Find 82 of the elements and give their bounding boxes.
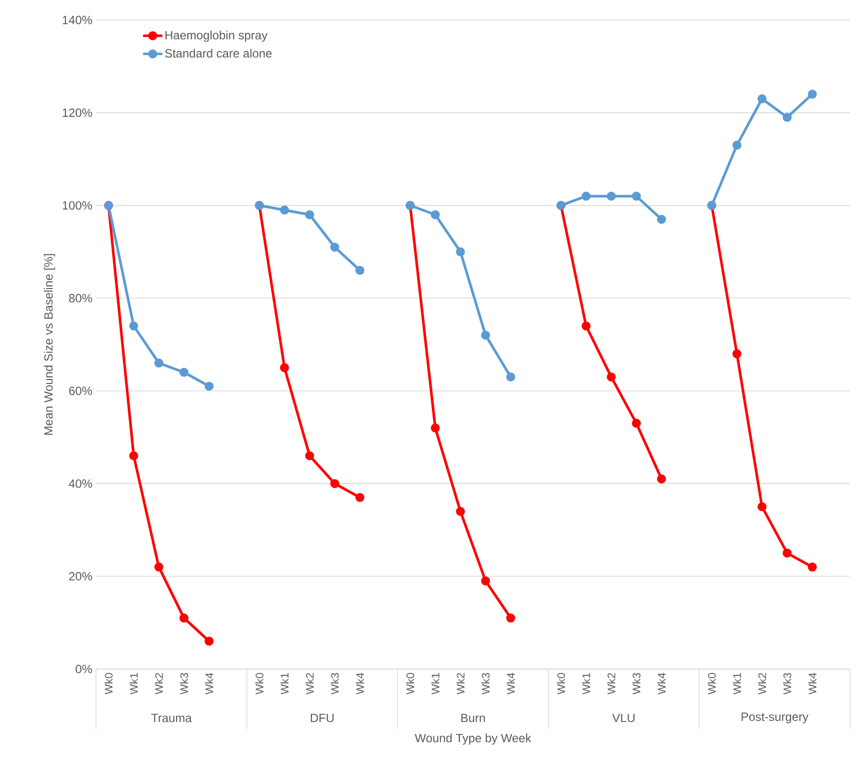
x-tick-label: Wk0 [104,672,113,694]
point [355,266,364,275]
x-tick-label: Wk3 [180,673,188,694]
point [154,562,164,572]
x-tick-label: Wk1 [582,673,590,694]
x-tick-label: Wk3 [632,673,640,694]
x-tick-label: Wk4 [205,672,214,694]
point [632,418,641,428]
point [506,372,516,382]
point [154,358,164,368]
x-tick-label: Wk3 [783,673,792,694]
point [430,423,440,432]
point [280,206,290,215]
text: VLU [612,714,634,722]
x-tick-label: Wk1 [431,673,440,694]
point [430,210,440,220]
x-tick-label: Wk2 [456,673,464,694]
point [582,192,591,201]
point [606,192,616,201]
text: DFU [310,714,334,722]
point [204,382,214,391]
x-tick-label: Wk1 [130,673,138,694]
x-tick-label: Wk1 [280,673,288,694]
text: Burn [461,714,485,722]
point [808,90,817,99]
x-tick-label: Wk4 [808,672,816,694]
point [481,576,490,586]
legend-label: Standard care alone [165,48,272,58]
point [782,112,792,122]
text: Trauma [151,714,192,722]
point [129,321,138,330]
point [657,214,666,224]
x-tick-label: Wk0 [708,672,716,694]
point [606,372,616,382]
point [782,548,792,558]
point [657,474,666,484]
point [456,506,465,516]
y-tick-label: 140% [62,16,92,24]
point [758,502,767,512]
y-tick-label: 40% [68,479,92,488]
point [280,363,290,372]
point [305,210,314,220]
x-tick-label: Wk4 [356,672,364,694]
x-tick-label: Wk2 [607,673,616,694]
point [355,492,364,502]
legend-label: Haemoglobin spray [166,30,268,42]
point [632,192,641,201]
y-tick-label: 60% [69,386,92,396]
point [330,242,340,252]
y-tick-label: 20% [69,572,92,581]
x-tick-label: Wk0 [556,672,565,694]
point [808,562,817,572]
y-tick-label: 80% [69,294,92,302]
point [732,349,742,358]
point [732,140,742,150]
point [506,614,516,623]
text: Post-surgery [742,712,808,724]
point [179,368,188,377]
point [758,94,767,104]
point [129,451,138,460]
x-tick-label: Wk3 [330,673,339,694]
point [305,451,314,460]
y-tick-label: 0% [76,664,92,674]
x-tick-label: Wk4 [658,672,666,694]
point [179,614,188,623]
x-tick-label: Wk0 [406,672,414,694]
y-axis-title: Mean Wound Size vs Baseline [%] [44,254,56,435]
x-tick-label: Wk4 [506,672,515,694]
x-tick-label: Wk0 [255,672,264,694]
x-axis-title: Wound Type by Week [414,734,532,745]
point [481,330,490,340]
y-tick-label: 120% [62,108,92,117]
x-tick-label: Wk2 [306,673,314,694]
x-tick-label: Wk3 [482,673,490,694]
x-tick-label: Wk1 [732,673,741,694]
y-tick-label: 100% [62,201,92,210]
point [456,247,465,256]
point [204,636,214,646]
x-tick-label: Wk2 [154,673,163,694]
point [582,321,591,330]
point [330,479,340,488]
x-tick-label: Wk2 [758,673,766,694]
